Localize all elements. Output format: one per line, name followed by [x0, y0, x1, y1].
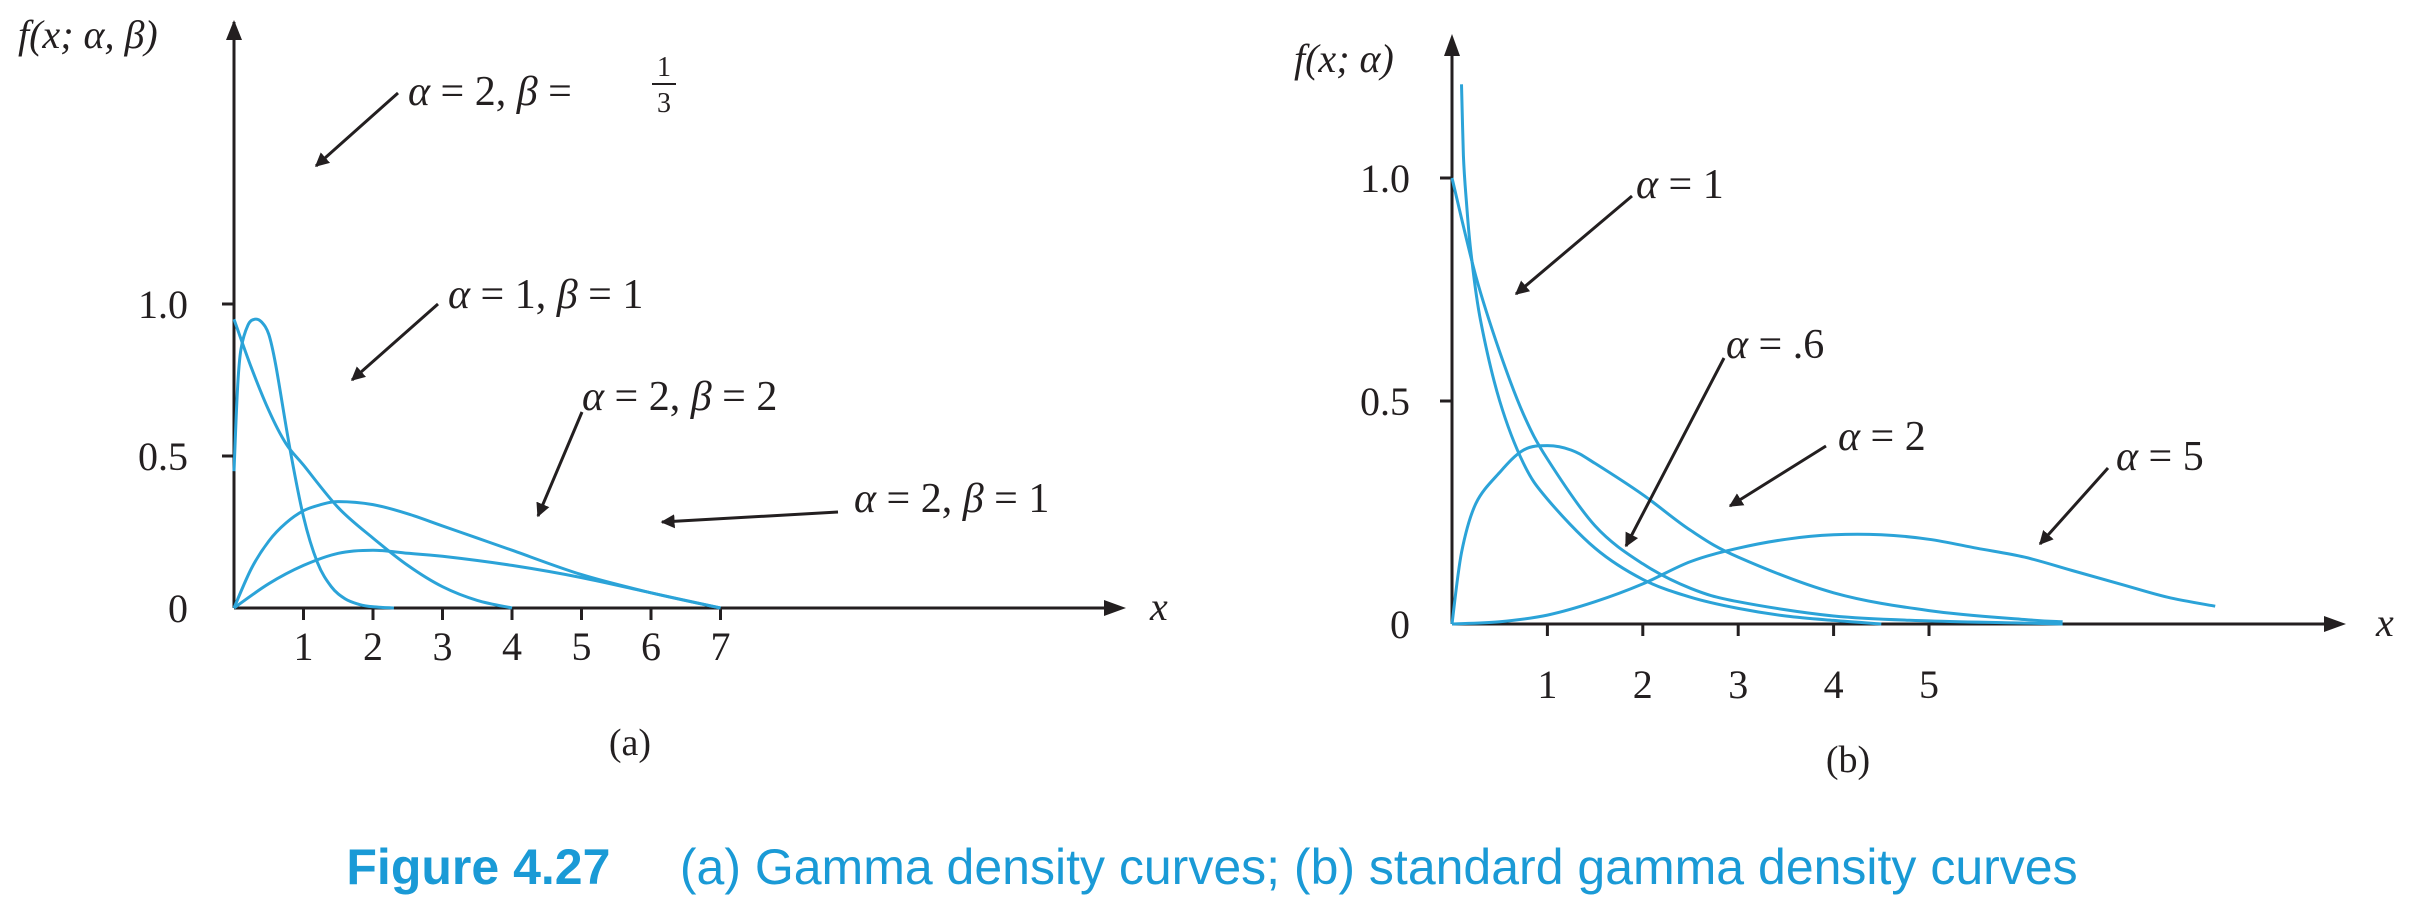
panel-b-y-tick-label: 0.5 [1360, 379, 1410, 424]
panel-b-curve-2 [1450, 177, 2063, 626]
panel-a-annotation-alpha2-beta1-3: α = 2, β = 1 3 [314, 52, 676, 168]
panel-a-annotation-alpha1-beta1: α = 1, β = 1 [350, 272, 643, 382]
panel-a-annotation-frac-num: 1 [657, 52, 671, 83]
panel-b-annotation-alpha06: α = .6 [1624, 322, 1824, 548]
panel-b-curve-4 [1451, 532, 2216, 626]
panel-b-y-tick-label: 1.0 [1360, 156, 1410, 201]
panel-b-annotation-arrow-2 [1624, 357, 1726, 548]
panel-a-annotation-label-4: α = 2, β = 1 [854, 476, 1049, 522]
panel-a-x-tick-label: 7 [711, 624, 731, 669]
panel-a-annotation-frac-den: 3 [657, 88, 671, 119]
panel-b-annotation-alpha5: α = 5 [2038, 434, 2204, 546]
panel-b-annotation-alpha2: α = 2 [1728, 414, 1926, 508]
panel-a-x-tick-label: 1 [294, 624, 314, 669]
panel-b-annotation-arrow-3 [1728, 444, 1827, 508]
panel-b-y-axis-label: f(x; α) [1294, 36, 1394, 81]
panel-b-annotation-arrow-1 [1514, 194, 1633, 296]
panel-a-curve-2 [232, 318, 513, 610]
panel-b-x-tick-label: 4 [1824, 662, 1844, 707]
panel-b-annotation-alpha1: α = 1 [1514, 162, 1724, 296]
panel-a-x-axis-arrow [1104, 600, 1126, 616]
panel-b-axes [1444, 34, 2346, 632]
panel-a-curve-3 [232, 500, 721, 610]
panel-a-y-axis-arrow [226, 20, 242, 40]
panel-b-y-axis-arrow [1444, 34, 1460, 56]
panel-a-annotation-arrow-1 [314, 91, 399, 168]
panel-b-panel-label: (b) [1826, 739, 1870, 781]
panel-b-x-axis-label: x [2375, 600, 2394, 645]
panel-a-y-axis-label: f(x; α, β) [18, 12, 158, 57]
panel-a: 1 2 3 4 5 6 7 0 0.5 1.0 f(x; α, β) x (a) α = 2, β… [18, 12, 1168, 764]
panel-a-annotation-alpha2-beta1: α = 2, β = 1 [660, 476, 1049, 529]
panel-a-panel-label: (a) [609, 722, 651, 764]
panel-b-curve-3 [1450, 444, 2063, 625]
panel-a-annotation-label-2: α = 1, β = 1 [448, 272, 643, 318]
figure-caption: Figure 4.27 (a) Gamma density curves; (b… [0, 838, 2424, 896]
panel-a-y-tick-label: 0 [168, 586, 188, 631]
panel-b-annotation-label-1: α = 1 [1636, 162, 1724, 208]
panel-a-annotation-arrow-4 [660, 510, 839, 529]
panel-b-curve-1 [1460, 84, 1882, 626]
panel-a-curve-4 [233, 548, 721, 610]
panel-a-annotation-label-3: α = 2, β = 2 [582, 374, 777, 420]
figure-caption-spacer [610, 839, 679, 895]
panel-b-annotation-label-2: α = .6 [1726, 322, 1824, 368]
panel-a-x-tick-label: 3 [433, 624, 453, 669]
figure-caption-label: Figure 4.27 [346, 839, 611, 895]
panel-b-x-tick-label: 5 [1919, 662, 1939, 707]
panel-b-curves [1450, 84, 2216, 626]
panel-b-x-tick-label: 3 [1728, 662, 1748, 707]
panel-b-x-tick-label: 2 [1633, 662, 1653, 707]
panel-b-annotation-arrow-4 [2038, 466, 2110, 546]
panel-a-curve-1 [232, 317, 394, 610]
panel-a-annotation-arrow-2 [350, 302, 439, 382]
panel-b-x-axis-arrow [2324, 616, 2346, 632]
panel-b-y-tick-label: 0 [1390, 602, 1410, 647]
panel-a-x-tick-label: 2 [363, 624, 383, 669]
panel-a-y-tick-label: 1.0 [138, 282, 188, 327]
panel-b-x-tick-label: 1 [1537, 662, 1557, 707]
panel-a-y-tick-label: 0.5 [138, 434, 188, 479]
panel-a-x-tick-label: 5 [572, 624, 592, 669]
panel-a-annotation-alpha2-beta2: α = 2, β = 2 [536, 374, 777, 518]
figure-caption-text: (a) Gamma density curves; (b) standard g… [679, 839, 2078, 895]
panel-b-ticks: 1 2 3 4 5 0 0.5 1.0 [1360, 156, 1939, 707]
panel-b-annotation-label-3: α = 2 [1838, 414, 1926, 460]
panel-a-x-tick-label: 6 [641, 624, 661, 669]
panel-a-annotation-arrow-3 [536, 411, 584, 518]
panel-b-annotation-label-4: α = 5 [2116, 434, 2204, 480]
panel-a-ticks: 1 2 3 4 5 6 7 0 0.5 1.0 [138, 282, 731, 669]
panel-a-x-tick-label: 4 [502, 624, 522, 669]
panel-a-annotation-label-1: α = 2, β = [408, 69, 572, 115]
panel-b: 1 2 3 4 500.51.0 f(x; α) x (b) α = 1 α = .6 … [1294, 34, 2394, 781]
panel-a-x-axis-label: x [1149, 584, 1168, 629]
panel-a-curves [232, 317, 721, 610]
